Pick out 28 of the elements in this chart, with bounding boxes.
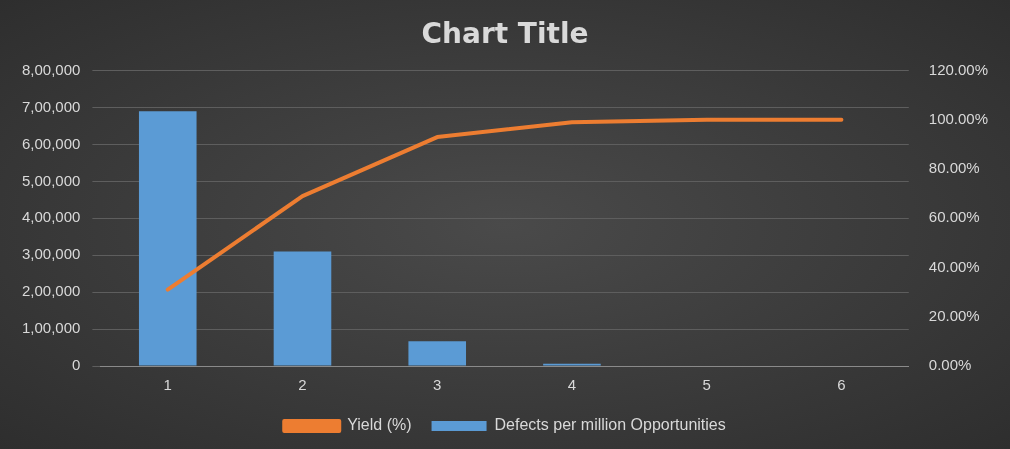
y2-tick-label: 40.00% [928,257,980,275]
y-tick-label: 8,00,000 [22,60,81,78]
y2-tick-label: 60.00% [928,208,980,226]
y2-tick-label: 120.00% [928,60,988,78]
y-tick-label: 6,00,000 [22,134,81,152]
x-tick-label: 1 [163,376,172,394]
y-tick-label: 3,00,000 [22,245,81,263]
bar [138,111,197,366]
y-tick-label: 1,00,000 [22,319,81,337]
y2-tick-label: 100.00% [928,109,988,127]
x-tick-label: 2 [298,376,307,394]
y-tick-label: 4,00,000 [22,208,81,226]
y-tick-label: 5,00,000 [22,171,81,189]
legend-label: Defects per million Opportunities [494,416,726,434]
x-tick-label: 5 [702,376,711,394]
y2-tick-label: 80.00% [928,159,980,177]
chart-title: Chart Title [421,17,589,51]
legend-label: Yield (%) [347,416,412,434]
x-tick-label: 4 [567,376,577,394]
bar [408,341,467,366]
x-tick-label: 6 [837,376,846,394]
x-tick-label: 3 [433,376,442,394]
bar [273,251,332,366]
y2-tick-label: 0.00% [928,356,972,374]
y-tick-label: 2,00,000 [22,282,81,300]
y-tick-label: 7,00,000 [22,97,81,115]
y2-tick-label: 20.00% [928,306,980,324]
y-tick-label: 0 [72,356,81,374]
